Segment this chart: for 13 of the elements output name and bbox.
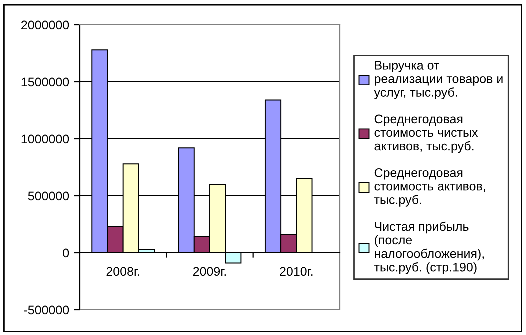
y-tick-label: 500000	[28, 192, 70, 201]
legend-label: Чистая прибыль (после налогообложения), тыс.руб. (стр.190)	[374, 222, 484, 274]
legend-label: Выручка от реализации товаров и услуг, тыс.руб.	[374, 61, 503, 100]
legend-label: Среднегодовая стоимость чистых активов, тыс.руб.	[374, 114, 478, 154]
legend-label: Среднегодовая стоимость активов, тыс.руб.	[374, 168, 486, 207]
x-tick-label: 2009г.	[193, 267, 226, 276]
y-tick-label: 0	[63, 248, 70, 258]
y-tick-label: 1000000	[22, 134, 70, 144]
x-tick-label: 2008г.	[106, 267, 140, 276]
x-tick-label: 2010г.	[280, 267, 313, 276]
y-tick-label: -500000	[24, 306, 70, 315]
y-tick-label: 1500000	[22, 78, 70, 87]
y-tick-label: 2000000	[22, 20, 70, 30]
